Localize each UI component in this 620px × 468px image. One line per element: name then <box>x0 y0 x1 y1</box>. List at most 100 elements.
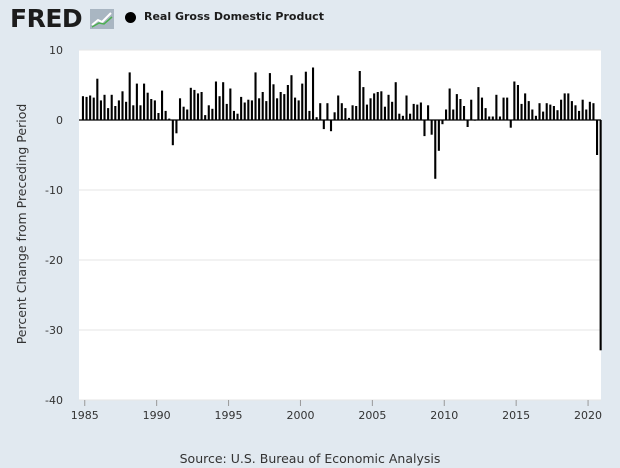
gdp-bar[interactable] <box>524 93 527 120</box>
gdp-bar[interactable] <box>222 82 225 120</box>
gdp-bar[interactable] <box>200 92 203 120</box>
gdp-bar[interactable] <box>355 106 358 120</box>
gdp-bar[interactable] <box>470 99 473 120</box>
gdp-bar[interactable] <box>401 115 404 120</box>
gdp-bar[interactable] <box>157 113 160 120</box>
gdp-bar[interactable] <box>315 117 318 120</box>
gdp-bar[interactable] <box>143 83 146 120</box>
gdp-bar[interactable] <box>423 120 426 137</box>
gdp-bar[interactable] <box>175 120 178 134</box>
gdp-bar[interactable] <box>387 94 390 120</box>
gdp-bar[interactable] <box>294 97 297 120</box>
gdp-bar[interactable] <box>581 99 584 120</box>
gdp-bar[interactable] <box>182 106 185 120</box>
gdp-bar[interactable] <box>186 109 189 121</box>
gdp-bar[interactable] <box>132 105 135 120</box>
gdp-bar[interactable] <box>358 71 361 120</box>
gdp-bar[interactable] <box>516 85 519 120</box>
gdp-bar[interactable] <box>308 110 311 120</box>
gdp-bar[interactable] <box>502 97 505 120</box>
gdp-bar[interactable] <box>286 85 289 120</box>
gdp-bar[interactable] <box>301 83 304 120</box>
gdp-bar[interactable] <box>114 106 117 120</box>
gdp-bar[interactable] <box>268 73 271 120</box>
gdp-bar[interactable] <box>333 112 336 120</box>
gdp-bar[interactable] <box>434 120 437 179</box>
gdp-bar[interactable] <box>125 101 128 120</box>
gdp-bar[interactable] <box>150 99 153 120</box>
gdp-bar[interactable] <box>416 104 419 120</box>
gdp-bar[interactable] <box>545 103 548 120</box>
gdp-bar[interactable] <box>391 101 394 120</box>
gdp-bar[interactable] <box>534 115 537 120</box>
gdp-bar[interactable] <box>484 108 487 120</box>
gdp-bar[interactable] <box>480 97 484 120</box>
gdp-bar[interactable] <box>347 117 351 120</box>
gdp-bar[interactable] <box>570 101 573 120</box>
gdp-bar[interactable] <box>340 103 343 120</box>
gdp-bar[interactable] <box>567 93 570 120</box>
gdp-bar[interactable] <box>283 94 286 120</box>
gdp-bar[interactable] <box>89 95 92 121</box>
gdp-bar[interactable] <box>232 110 235 120</box>
gdp-bar[interactable] <box>380 91 383 120</box>
gdp-bar[interactable] <box>351 105 354 120</box>
gdp-bar[interactable] <box>146 92 149 120</box>
gdp-bar[interactable] <box>459 99 462 120</box>
gdp-bar[interactable] <box>254 72 257 120</box>
gdp-bar[interactable] <box>560 99 563 120</box>
gdp-bar[interactable] <box>362 87 365 120</box>
gdp-bar[interactable] <box>506 97 509 120</box>
gdp-bar[interactable] <box>563 93 566 120</box>
gdp-bar[interactable] <box>527 101 530 120</box>
gdp-bar[interactable] <box>337 95 340 121</box>
gdp-bar[interactable] <box>311 67 315 121</box>
gdp-bar[interactable] <box>419 102 422 121</box>
gdp-bar[interactable] <box>110 94 113 120</box>
gdp-bar[interactable] <box>376 92 379 120</box>
gdp-bar[interactable] <box>369 98 372 120</box>
gdp-bar[interactable] <box>549 104 552 120</box>
gdp-bar[interactable] <box>250 100 253 120</box>
gdp-bar[interactable] <box>81 96 84 120</box>
gdp-bar[interactable] <box>258 98 261 120</box>
gdp-bar[interactable] <box>171 120 174 146</box>
gdp-bar[interactable] <box>592 103 595 120</box>
gdp-bar[interactable] <box>139 105 142 120</box>
gdp-bar[interactable] <box>128 72 131 120</box>
gdp-bar[interactable] <box>218 96 221 120</box>
gdp-bar[interactable] <box>578 110 581 120</box>
gdp-bar[interactable] <box>552 106 555 120</box>
gdp-bar[interactable] <box>193 89 196 120</box>
gdp-bar[interactable] <box>261 92 264 120</box>
gdp-bar[interactable] <box>276 98 279 120</box>
gdp-bar[interactable] <box>412 103 415 120</box>
gdp-bar[interactable] <box>290 75 293 120</box>
gdp-bar[interactable] <box>538 103 541 120</box>
gdp-bar[interactable] <box>326 103 329 120</box>
gdp-bar[interactable] <box>322 120 325 130</box>
gdp-bar[interactable] <box>121 91 124 120</box>
gdp-bar[interactable] <box>455 94 458 120</box>
gdp-bar[interactable] <box>204 115 207 120</box>
gdp-bar[interactable] <box>161 90 164 120</box>
gdp-bar[interactable] <box>520 103 523 120</box>
gdp-bar[interactable] <box>178 98 182 120</box>
gdp-bar[interactable] <box>466 120 469 127</box>
gdp-bar[interactable] <box>394 82 397 120</box>
gdp-bar[interactable] <box>477 87 480 120</box>
gdp-bar[interactable] <box>448 88 451 121</box>
gdp-bar[interactable] <box>405 95 408 121</box>
gdp-bar[interactable] <box>596 120 599 155</box>
gdp-bar[interactable] <box>488 116 491 121</box>
gdp-bar[interactable] <box>214 81 218 121</box>
gdp-bar[interactable] <box>373 93 376 120</box>
gdp-bar[interactable] <box>409 113 412 120</box>
gdp-bar[interactable] <box>599 120 602 351</box>
gdp-bar[interactable] <box>365 104 369 120</box>
gdp-bar[interactable] <box>196 93 200 120</box>
gdp-bar[interactable] <box>272 84 275 120</box>
gdp-bar[interactable] <box>430 120 433 135</box>
gdp-bar[interactable] <box>153 100 156 120</box>
gdp-bar[interactable] <box>574 105 577 120</box>
